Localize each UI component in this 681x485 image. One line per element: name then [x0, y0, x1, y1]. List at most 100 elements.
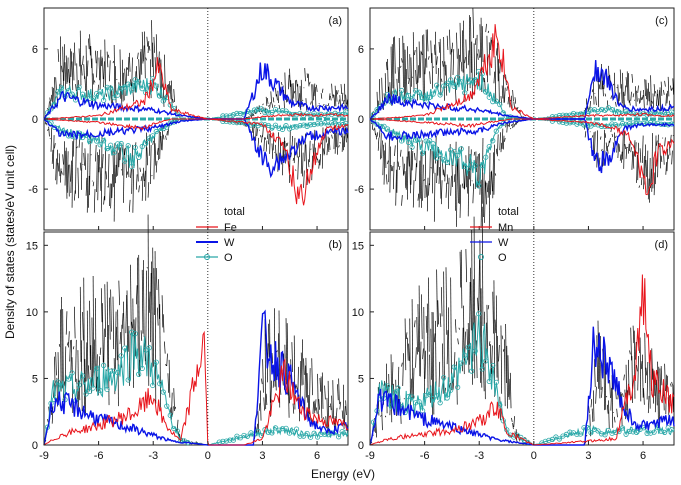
total-mark: [153, 268, 155, 315]
total-mark: [316, 84, 318, 92]
o-marker: [290, 124, 296, 130]
o-marker: [391, 90, 398, 96]
total-mark: [497, 42, 499, 82]
x-tick-label: 0: [205, 450, 211, 462]
total-mark: [286, 142, 289, 146]
total-mark: [408, 151, 410, 167]
total-mark: [658, 90, 660, 107]
total-mark: [513, 416, 515, 428]
o-marker: [304, 430, 310, 437]
total-mark: [657, 89, 659, 106]
o-marker: [94, 138, 100, 144]
o-marker: [444, 80, 450, 86]
y-tick-label: 0: [32, 440, 38, 452]
o-marker: [486, 94, 492, 100]
total-mark: [433, 333, 436, 343]
total-mark: [583, 110, 585, 112]
metal-line: [43, 330, 349, 446]
total-mark: [146, 267, 148, 269]
total-mark: [313, 83, 316, 97]
total-mark: [98, 149, 101, 173]
total-mark: [610, 95, 612, 99]
o-marker: [458, 79, 464, 85]
total-mark: [60, 36, 62, 96]
o-marker: [493, 98, 499, 104]
total-mark: [93, 339, 96, 370]
metal-line: [369, 274, 675, 446]
total-mark: [99, 347, 102, 355]
x-tick-label: 6: [314, 450, 320, 462]
total-mark: [601, 63, 603, 90]
total-mark: [47, 128, 49, 131]
o-marker: [409, 394, 415, 400]
total-mark: [75, 84, 77, 92]
w-line: [43, 309, 349, 446]
o-marker: [220, 438, 226, 444]
o-marker: [434, 155, 440, 161]
o-marker: [104, 84, 110, 90]
total-mark: [619, 69, 622, 89]
o-marker: [79, 91, 86, 97]
total-mark: [79, 30, 82, 86]
total-mark: [484, 180, 486, 223]
o-marker: [48, 120, 54, 126]
o-marker: [437, 400, 443, 406]
total-mark: [615, 135, 617, 139]
o-marker: [577, 431, 584, 437]
total-mark: [326, 143, 329, 156]
total-mark: [117, 152, 119, 176]
total-mark: [515, 429, 518, 442]
total-mark: [317, 373, 319, 419]
total-mark: [439, 155, 442, 199]
o-marker: [262, 122, 268, 128]
total-mark: [505, 324, 507, 383]
o-marker: [55, 89, 61, 95]
series-w-down: [369, 118, 675, 174]
total-mark: [266, 97, 269, 104]
total-mark: [631, 151, 633, 170]
total-mark: [405, 332, 408, 340]
o-marker: [381, 123, 387, 129]
total-mark: [439, 38, 442, 96]
total-mark: [599, 136, 602, 140]
total-mark: [74, 42, 76, 66]
total-mark: [48, 126, 50, 137]
o-marker: [405, 394, 412, 400]
total-mark: [647, 82, 650, 102]
total-mark: [81, 142, 83, 190]
total-mark: [391, 166, 394, 172]
total-mark: [263, 137, 265, 152]
o-marker: [605, 123, 612, 129]
o-marker: [262, 110, 268, 116]
total-mark: [390, 164, 393, 172]
total-mark: [591, 135, 594, 138]
total-mark: [396, 78, 398, 97]
total-mark: [480, 288, 483, 388]
o-marker: [669, 427, 675, 433]
total-mark: [103, 196, 105, 205]
total-mark: [502, 74, 505, 103]
total-mark: [396, 135, 398, 193]
o-marker: [234, 110, 240, 116]
total-mark: [157, 307, 159, 326]
total-mark: [382, 144, 384, 176]
total-mark: [289, 68, 291, 87]
total-mark: [650, 75, 652, 107]
o-marker: [665, 111, 671, 118]
total-mark: [320, 376, 323, 419]
panel-tag: (b): [329, 239, 342, 251]
total-mark: [283, 137, 285, 159]
total-mark: [400, 149, 402, 157]
total-mark: [464, 166, 466, 189]
total-mark: [491, 345, 493, 374]
total-mark: [424, 350, 427, 379]
total-mark: [154, 57, 157, 77]
total-mark: [86, 60, 89, 77]
total-mark: [423, 179, 425, 181]
y-tick-label: 15: [26, 240, 38, 252]
total-mark: [611, 133, 614, 137]
total-mark: [608, 140, 610, 147]
o-marker: [465, 166, 471, 172]
panel-frame: [369, 231, 675, 446]
x-tick-label: 3: [259, 450, 265, 462]
